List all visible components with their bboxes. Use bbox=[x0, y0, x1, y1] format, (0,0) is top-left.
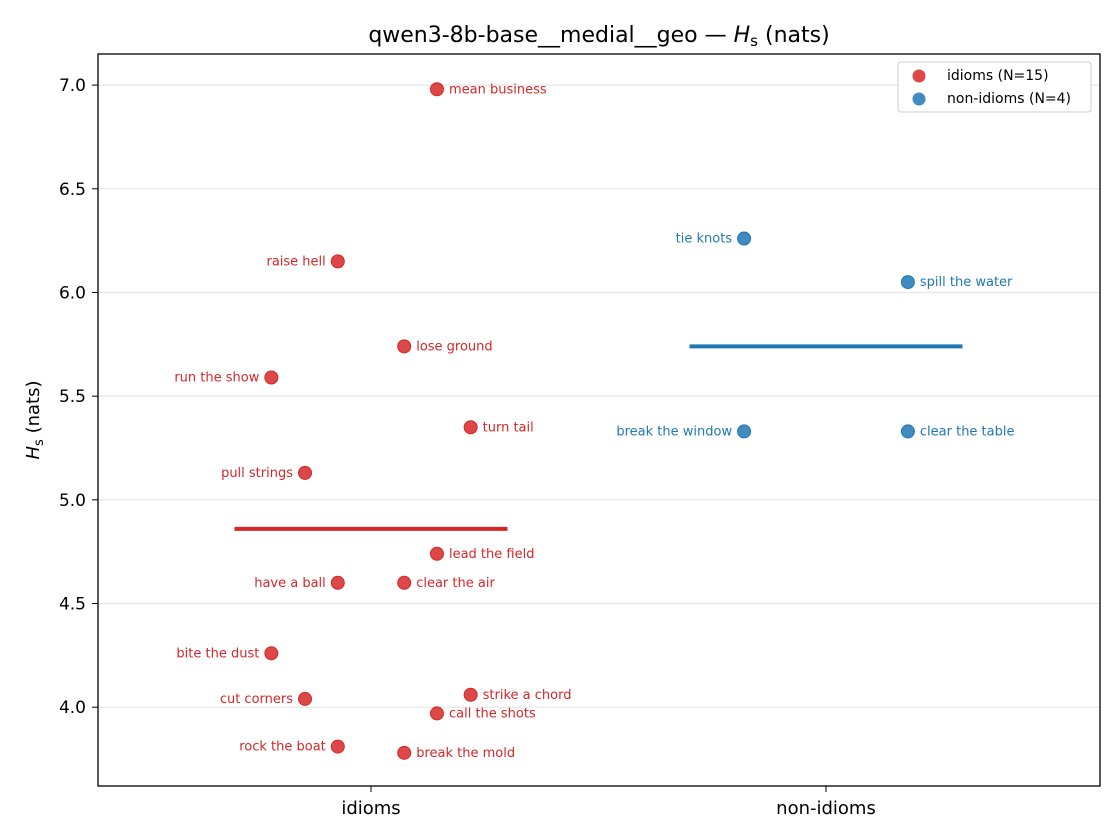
point-label: call the shots bbox=[449, 706, 536, 721]
chart-title: qwen3-8b-base__medial__geo — Hs (nats) bbox=[368, 23, 829, 50]
legend-marker-non-idioms bbox=[912, 92, 926, 106]
legend-box bbox=[897, 61, 1092, 113]
data-point bbox=[737, 424, 752, 439]
point-label: clear the table bbox=[920, 424, 1015, 439]
point-label: strike a chord bbox=[483, 688, 572, 703]
y-tick-label: 7.0 bbox=[59, 76, 86, 96]
data-point bbox=[737, 231, 752, 246]
point-label: raise hell bbox=[266, 254, 325, 269]
x-tick-label: idioms bbox=[341, 798, 400, 819]
legend: idioms (N=15) non-idioms (N=4) bbox=[897, 61, 1092, 113]
point-label: break the mold bbox=[416, 746, 515, 761]
point-label: lose ground bbox=[416, 339, 492, 354]
legend-label-idioms: idioms (N=15) bbox=[947, 68, 1049, 84]
x-tick-label: non-idioms bbox=[776, 798, 876, 819]
data-point bbox=[397, 575, 412, 590]
point-label: rock the boat bbox=[239, 740, 326, 755]
legend-label-non-idioms: non-idioms (N=4) bbox=[947, 91, 1071, 107]
point-label: have a ball bbox=[254, 576, 326, 591]
data-point bbox=[900, 275, 915, 290]
data-point bbox=[330, 739, 345, 754]
y-axis-label: Hs (nats) bbox=[23, 381, 47, 460]
y-tick-label: 4.0 bbox=[59, 698, 86, 718]
y-tick-label: 5.5 bbox=[59, 387, 86, 407]
point-label: cut corners bbox=[220, 692, 293, 707]
point-label: turn tail bbox=[483, 420, 534, 435]
data-point bbox=[429, 82, 444, 97]
data-point bbox=[330, 254, 345, 269]
data-point bbox=[463, 420, 478, 435]
mean-lines bbox=[234, 344, 963, 531]
legend-marker-idioms bbox=[912, 69, 926, 83]
data-point bbox=[397, 745, 412, 760]
chart-title-prefix: qwen3-8b-base__medial__geo — bbox=[368, 23, 733, 48]
point-label: pull strings bbox=[221, 466, 293, 481]
point-label: clear the air bbox=[416, 576, 495, 591]
point-label: tie knots bbox=[676, 232, 733, 247]
data-point bbox=[429, 706, 444, 721]
point-label: run the show bbox=[174, 370, 259, 385]
data-point bbox=[264, 370, 279, 385]
grid-lines bbox=[98, 84, 1100, 708]
point-label: spill the water bbox=[920, 275, 1013, 290]
data-point bbox=[298, 691, 313, 706]
y-axis-label-math: H bbox=[23, 445, 44, 459]
point-label: break the window bbox=[616, 424, 732, 439]
data-point bbox=[429, 546, 444, 561]
x-axis-ticks: idioms non-idioms bbox=[341, 786, 876, 819]
data-point bbox=[264, 646, 279, 661]
data-point bbox=[900, 424, 915, 439]
plot-frame bbox=[97, 53, 1101, 787]
point-label: bite the dust bbox=[176, 646, 259, 661]
y-tick-label: 6.5 bbox=[59, 180, 86, 200]
y-axis-label-tail: (nats) bbox=[23, 381, 44, 440]
data-point bbox=[397, 339, 412, 354]
chart-title-sub: s bbox=[750, 32, 758, 50]
chart-title-tail: (nats) bbox=[758, 23, 830, 48]
data-point bbox=[298, 465, 313, 480]
point-label: lead the field bbox=[449, 547, 534, 562]
y-axis-label-sub: s bbox=[32, 439, 47, 446]
y-tick-label: 4.5 bbox=[59, 595, 86, 615]
point-labels: mean business raise hell lose ground run th… bbox=[174, 82, 1014, 761]
point-label: mean business bbox=[449, 82, 547, 97]
chart-title-math: H bbox=[734, 23, 751, 48]
y-axis-ticks: 4.0 4.5 5.0 5.5 6.0 6.5 7.0 bbox=[59, 76, 98, 718]
data-points bbox=[264, 82, 915, 760]
y-tick-label: 6.0 bbox=[59, 283, 86, 303]
data-point bbox=[330, 575, 345, 590]
data-point bbox=[463, 687, 478, 702]
y-tick-label: 5.0 bbox=[59, 491, 86, 511]
